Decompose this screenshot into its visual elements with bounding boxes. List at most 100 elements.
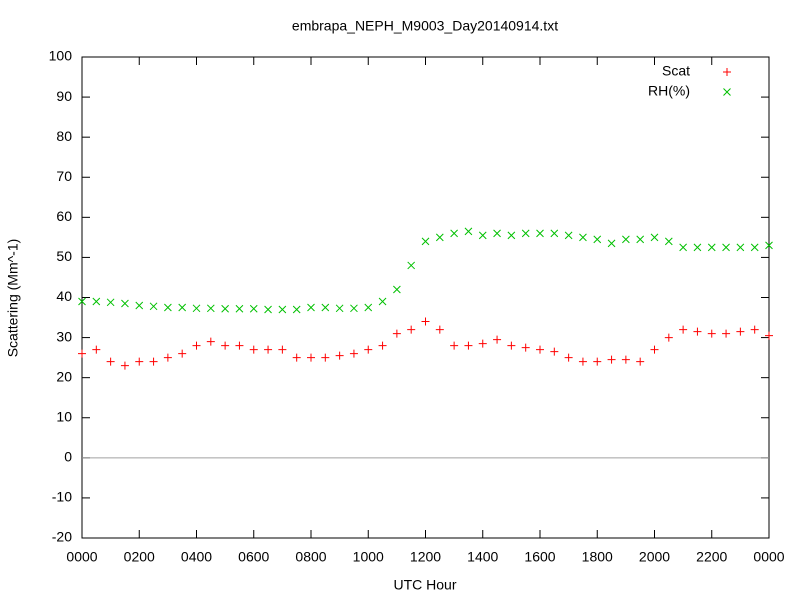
- data-point: [393, 285, 401, 294]
- data-point: [106, 298, 115, 307]
- data-point: [149, 357, 158, 366]
- data-point: [378, 297, 387, 306]
- data-point: [164, 303, 172, 312]
- y-tick-label: 70: [56, 168, 72, 184]
- legend-label: RH(%): [648, 83, 690, 99]
- y-tick-label: 20: [56, 368, 72, 384]
- data-point: [421, 237, 430, 246]
- x-tick-label: 1400: [467, 549, 498, 565]
- y-tick-label: 60: [56, 208, 72, 224]
- data-point: [321, 353, 330, 362]
- data-point: [350, 304, 358, 313]
- data-point: [221, 304, 229, 313]
- data-point: [750, 243, 759, 252]
- data-point: [521, 229, 530, 238]
- data-point: [765, 241, 773, 250]
- data-point: [321, 303, 330, 312]
- data-point: [650, 233, 659, 242]
- data-point: [707, 329, 716, 338]
- data-point: [121, 299, 129, 308]
- data-point: [607, 239, 616, 248]
- data-point: [636, 357, 645, 366]
- data-point: [478, 231, 487, 240]
- data-point: [607, 355, 616, 364]
- data-point: [307, 353, 315, 362]
- data-point: [249, 304, 258, 313]
- y-tick-label: -10: [52, 489, 72, 505]
- data-point: [536, 345, 544, 354]
- data-point: [507, 231, 516, 240]
- data-point: [235, 304, 244, 313]
- data-point: [78, 297, 86, 306]
- data-point: [264, 345, 273, 354]
- legend-label: Scat: [662, 63, 690, 79]
- data-point: [364, 345, 373, 354]
- data-point: [120, 361, 129, 370]
- x-tick-label: 1000: [353, 549, 384, 565]
- data-point: [178, 349, 187, 358]
- data-point: [693, 327, 702, 336]
- data-point: [578, 357, 587, 366]
- data-point: [722, 329, 731, 338]
- data-point: [364, 303, 373, 312]
- data-point: [750, 325, 759, 334]
- y-axis-label: Scattering (Mm^-1): [5, 239, 21, 358]
- data-point: [349, 349, 358, 358]
- data-point: [593, 235, 602, 244]
- data-point: [178, 303, 187, 312]
- x-tick-label: 0000: [66, 549, 97, 565]
- data-point: [664, 237, 673, 246]
- data-point: [636, 235, 645, 244]
- y-tick-label: 30: [56, 328, 72, 344]
- data-point: [206, 337, 215, 346]
- legend-marker: [723, 88, 731, 96]
- x-tick-label: 2000: [639, 549, 670, 565]
- x-tick-label: 1800: [582, 549, 613, 565]
- data-point: [292, 353, 301, 362]
- data-point: [106, 357, 115, 366]
- data-point: [464, 227, 473, 236]
- y-tick-label: -20: [52, 529, 72, 545]
- x-tick-label: 0400: [181, 549, 212, 565]
- x-tick-label: 0600: [238, 549, 269, 565]
- data-point: [206, 304, 215, 313]
- data-point: [435, 325, 444, 334]
- plot-frame: [81, 56, 770, 539]
- data-point: [135, 357, 144, 366]
- y-tick-label: 100: [49, 48, 73, 64]
- data-point: [135, 301, 144, 310]
- data-point: [593, 357, 602, 366]
- y-tick-label: 0: [64, 449, 72, 465]
- x-tick-label: 0800: [295, 549, 326, 565]
- data-point: [450, 341, 459, 350]
- data-point: [235, 341, 244, 350]
- data-point: [664, 333, 673, 342]
- data-point: [722, 243, 730, 252]
- data-point: [149, 302, 158, 311]
- data-point: [307, 303, 315, 312]
- y-tick-label: 50: [56, 248, 72, 264]
- data-point: [292, 305, 301, 314]
- data-point: [493, 335, 502, 344]
- x-axis-label: UTC Hour: [393, 577, 456, 593]
- data-point: [335, 304, 344, 313]
- x-tick-label: 2200: [696, 549, 727, 565]
- legend-marker: [723, 68, 731, 76]
- x-tick-label: 1600: [524, 549, 555, 565]
- data-point: [579, 233, 587, 242]
- data-point: [192, 341, 201, 350]
- x-tick-label: 1200: [410, 549, 441, 565]
- data-point: [550, 229, 559, 238]
- data-point: [507, 341, 516, 350]
- chart-title: embrapa_NEPH_M9003_Day20140914.txt: [292, 18, 558, 34]
- data-point: [221, 341, 230, 350]
- data-point: [249, 345, 258, 354]
- data-point: [707, 243, 716, 252]
- data-point: [92, 297, 101, 306]
- data-point: [493, 229, 501, 238]
- data-point: [163, 353, 172, 362]
- data-point: [621, 355, 630, 364]
- data-point: [693, 243, 702, 252]
- x-tick-label: 0200: [124, 549, 155, 565]
